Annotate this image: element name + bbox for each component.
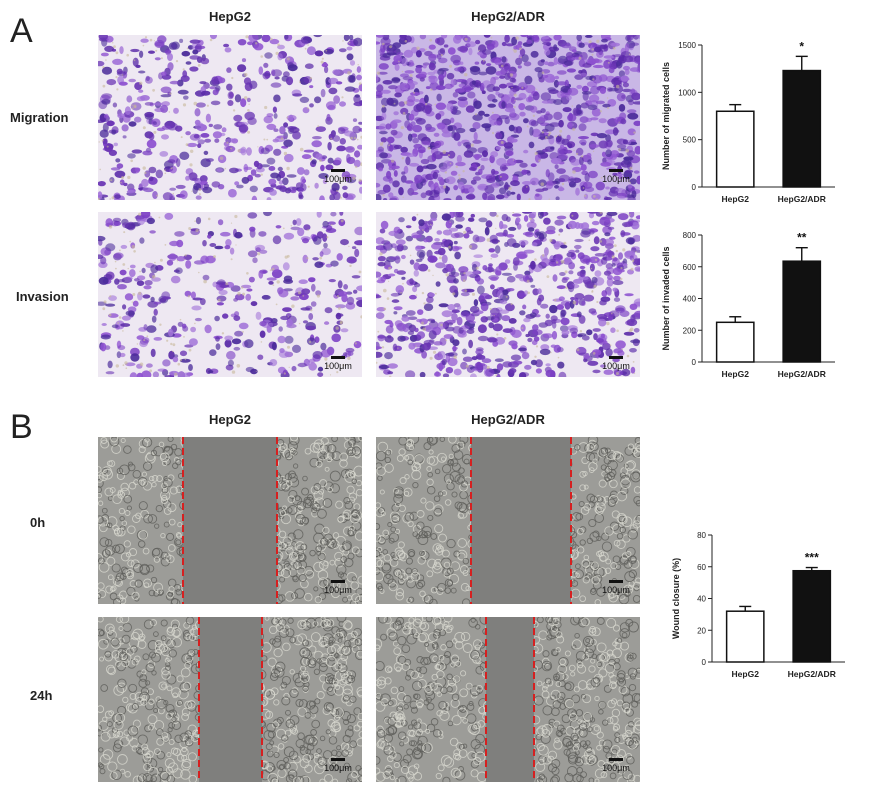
micrograph-texture (376, 35, 640, 200)
micrograph-wound-24h-hepg2adr (376, 617, 640, 782)
chart-migration: Number of migrated cells 0 500 1000 1500 HepG… (655, 30, 855, 215)
x-tick-label: HepG2 (732, 669, 760, 679)
scale-label: 100μm (324, 361, 352, 371)
micrograph-texture (376, 617, 640, 782)
y-axis-label: Wound closure (%) (671, 558, 681, 639)
scale-label: 100μm (602, 361, 630, 371)
bar-chart: Number of migrated cells 0 500 1000 1500 HepG… (661, 39, 835, 204)
micrograph-migration-hepg2 (98, 35, 362, 200)
scale-label: 100μm (602, 174, 630, 184)
y-axis-label: Number of invaded cells (661, 246, 671, 350)
panel-b-row-header-24h: 24h (30, 688, 53, 703)
panel-a-row-header-migration: Migration (10, 110, 69, 125)
x-tick-label: HepG2 (722, 369, 750, 379)
panel-a-col-header-hepg2adr: HepG2/ADR (471, 9, 545, 24)
scale-label: 100μm (602, 763, 630, 773)
bar (782, 260, 822, 363)
bar (792, 569, 832, 663)
scale-label: 100μm (324, 174, 352, 184)
y-tick-label: 80 (697, 531, 706, 540)
micrograph-texture (98, 617, 362, 782)
scale-label: 100μm (324, 763, 352, 773)
x-tick-label: HepG2/ADR (778, 194, 826, 204)
micrograph-texture (376, 437, 640, 604)
y-tick-label: 0 (692, 358, 697, 367)
micrograph-invasion-hepg2 (98, 212, 362, 377)
significance-label: * (799, 39, 804, 53)
panel-a-letter: A (10, 12, 33, 50)
panel-a-row-header-invasion: Invasion (16, 289, 69, 304)
bar (715, 110, 755, 188)
panel-b-col-header-hepg2: HepG2 (209, 412, 251, 427)
micrograph-migration-hepg2adr (376, 35, 640, 200)
scale-bar: 100μm (596, 758, 636, 773)
scale-bar: 100μm (596, 580, 636, 595)
micrograph-invasion-hepg2adr (376, 212, 640, 377)
bar-chart: Wound closure (%) 0 20 40 60 80 HepG2 *** HepG2/… (671, 531, 845, 679)
micrograph-texture (376, 212, 640, 377)
scale-bar: 100μm (596, 356, 636, 371)
scale-bar: 100μm (318, 356, 358, 371)
y-tick-label: 1500 (678, 41, 696, 50)
scale-bar: 100μm (596, 169, 636, 184)
micrograph-texture (98, 437, 362, 604)
x-tick-label: HepG2/ADR (788, 669, 836, 679)
scale-label: 100μm (602, 585, 630, 595)
x-tick-label: HepG2 (722, 194, 750, 204)
y-tick-label: 400 (683, 295, 697, 304)
scale-label: 100μm (324, 585, 352, 595)
y-tick-label: 40 (697, 595, 706, 604)
micrograph-wound-0h-hepg2adr (376, 437, 640, 604)
scale-bar: 100μm (318, 169, 358, 184)
y-axis-label: Number of migrated cells (661, 62, 671, 170)
y-tick-label: 0 (702, 658, 707, 667)
micrograph-wound-0h-hepg2 (98, 437, 362, 604)
panel-b-row-header-0h: 0h (30, 515, 46, 530)
micrograph-wound-24h-hepg2 (98, 617, 362, 782)
bar (715, 321, 755, 363)
panel-a-col-header-hepg2: HepG2 (209, 9, 251, 24)
y-tick-label: 60 (697, 563, 706, 572)
chart-wound-closure: Wound closure (%) 0 20 40 60 80 HepG2 *** HepG2/… (665, 520, 865, 690)
y-tick-label: 500 (683, 136, 697, 145)
bar-chart: Number of invaded cells 0 200 400 600 800 HepG… (661, 231, 835, 379)
panel-b-letter: B (10, 408, 33, 446)
significance-label: ** (797, 231, 807, 245)
x-tick-label: HepG2/ADR (778, 369, 826, 379)
significance-label: *** (805, 551, 819, 565)
chart-invasion: Number of invaded cells 0 200 400 600 800 HepG… (655, 220, 855, 390)
bar (725, 610, 765, 663)
y-tick-label: 0 (692, 183, 697, 192)
y-tick-label: 600 (683, 263, 697, 272)
y-tick-label: 1000 (678, 88, 696, 97)
micrograph-texture (98, 212, 362, 377)
scale-bar: 100μm (318, 580, 358, 595)
y-tick-label: 800 (683, 231, 697, 240)
y-tick-label: 200 (683, 326, 697, 335)
bar (782, 69, 822, 188)
micrograph-texture (98, 35, 362, 200)
scale-bar: 100μm (318, 758, 358, 773)
panel-b-col-header-hepg2adr: HepG2/ADR (471, 412, 545, 427)
y-tick-label: 20 (697, 626, 706, 635)
